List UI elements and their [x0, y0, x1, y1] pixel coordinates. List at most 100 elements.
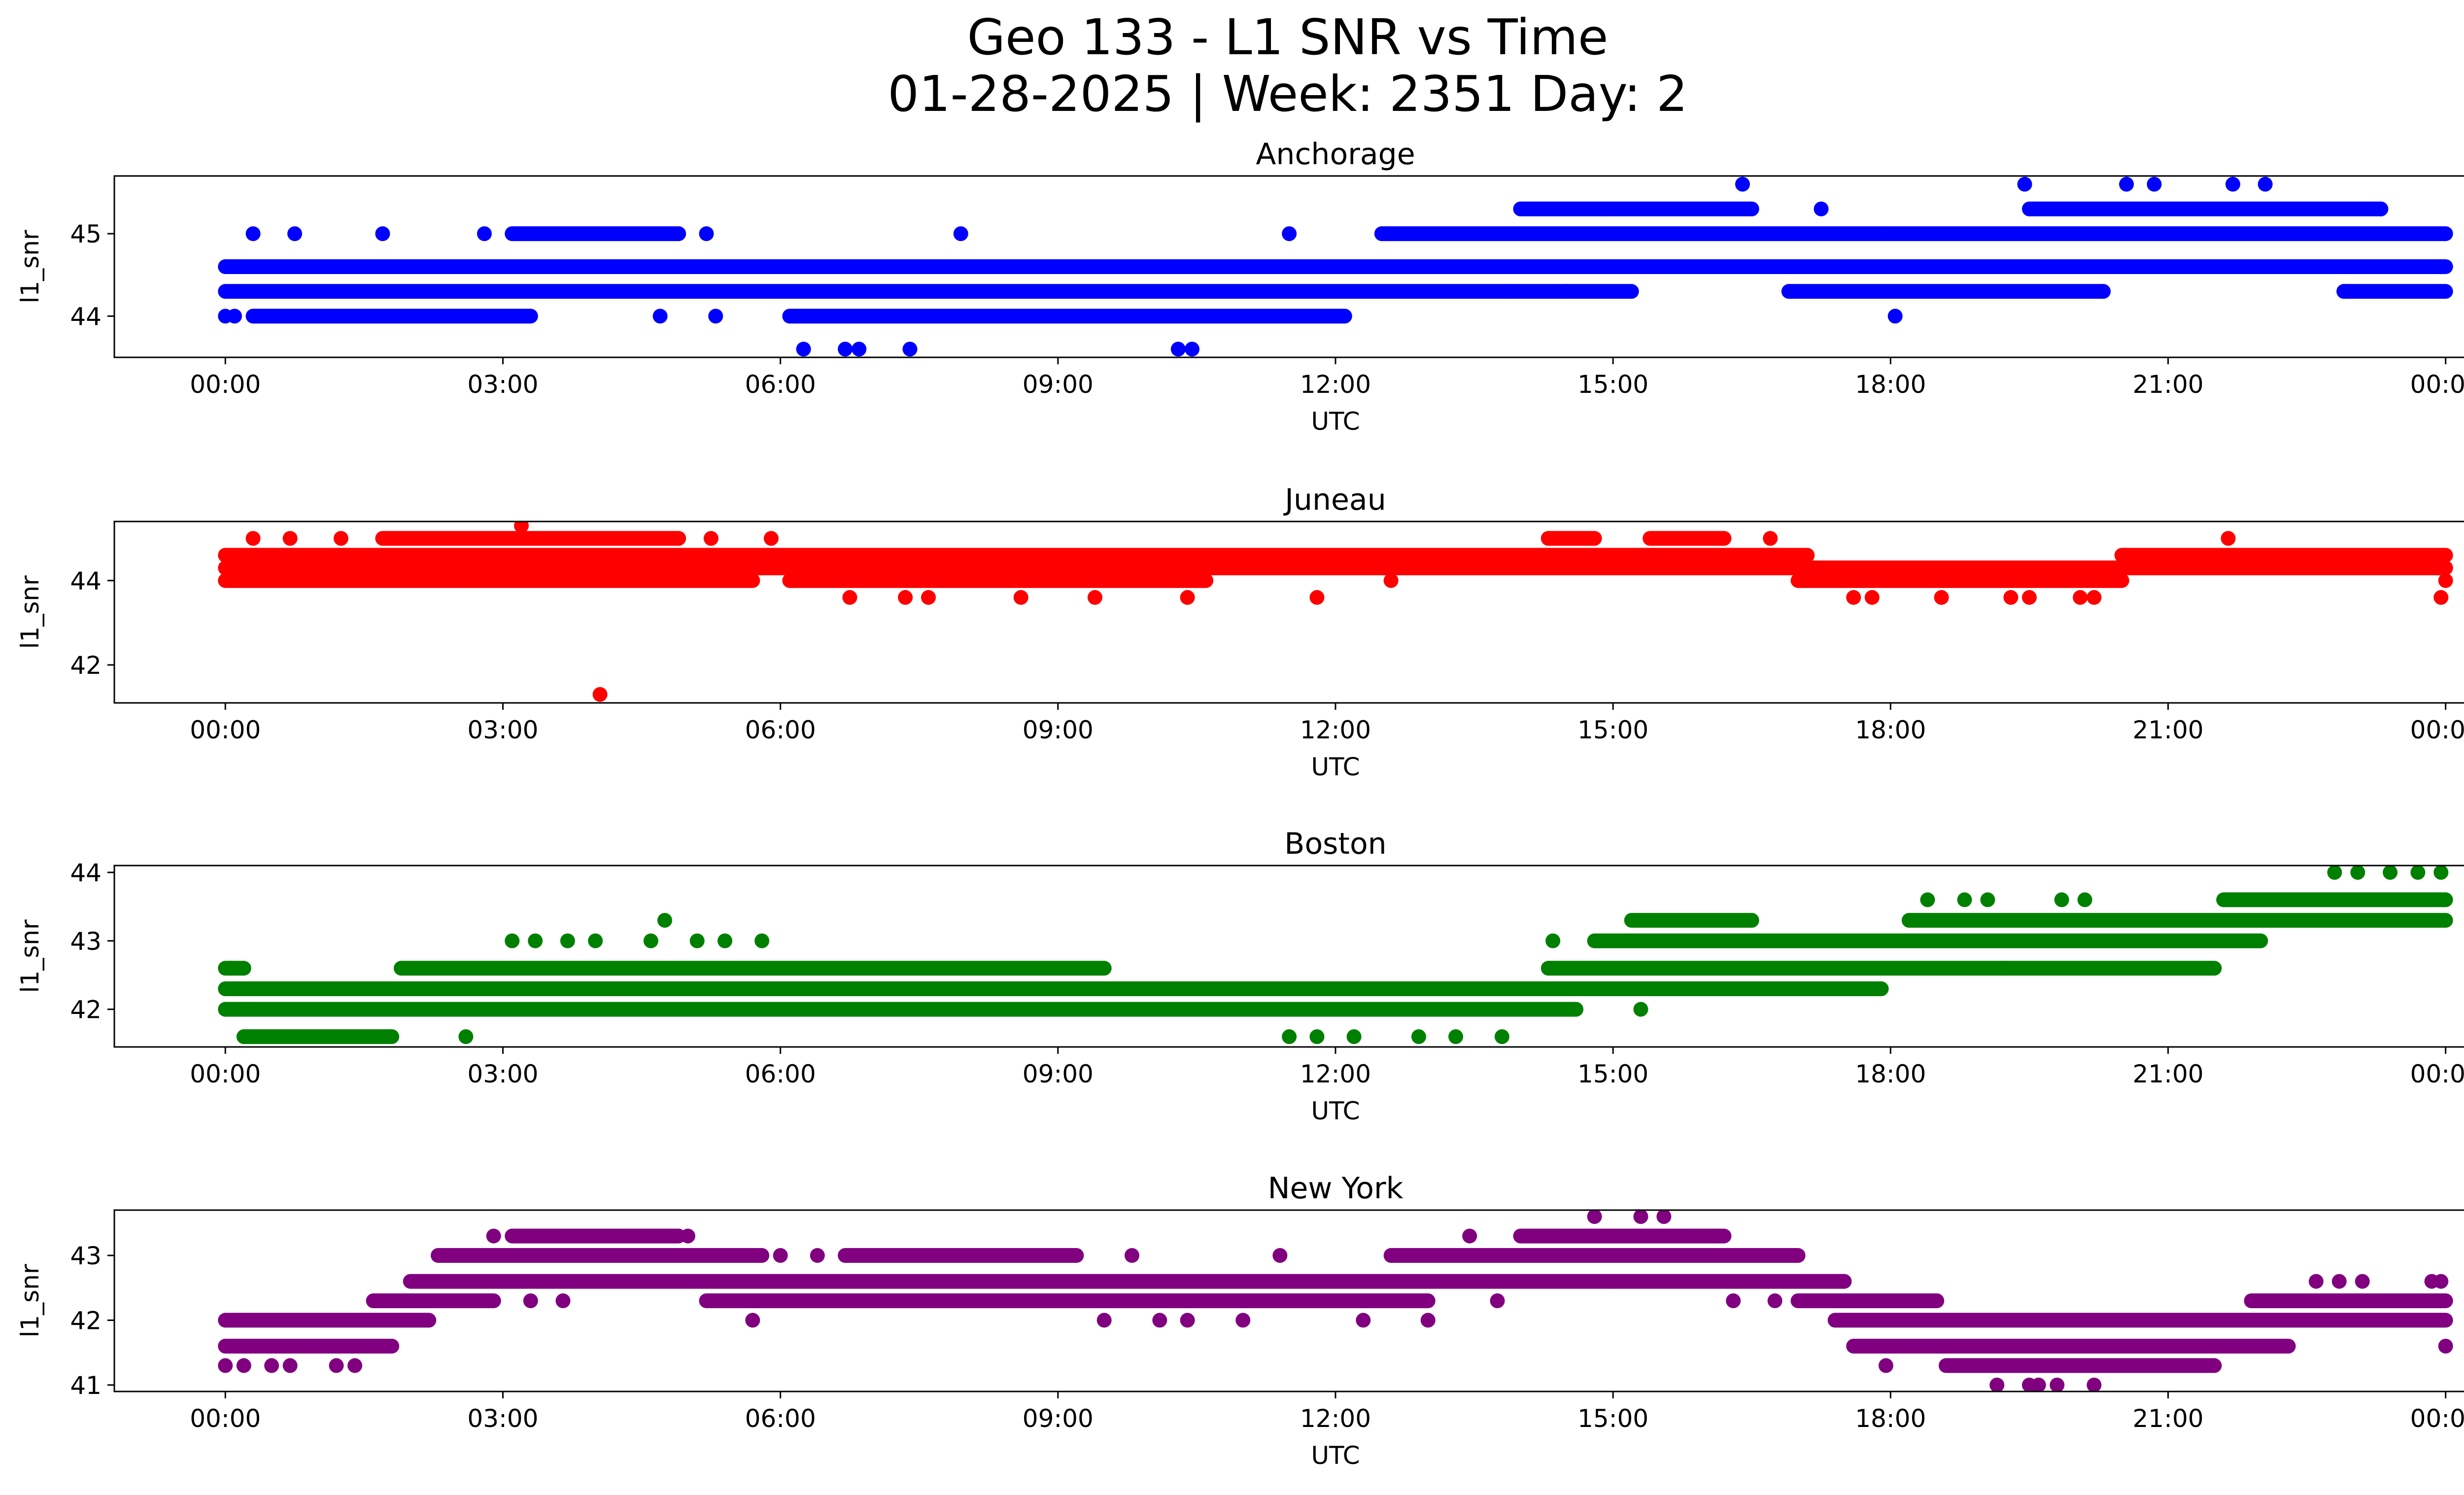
- series-boston: [218, 866, 2453, 1044]
- data-point-new-york-8: [555, 1293, 571, 1308]
- data-point-new-york-30: [1878, 1358, 1893, 1373]
- y-tick-label-boston-2: 44: [70, 859, 102, 887]
- x-tick-label-boston-0: 00:00: [190, 1060, 261, 1088]
- data-point-boston-20: [1957, 892, 1972, 907]
- axes-frame-boston: [113, 865, 2464, 1048]
- data-point-new-york-27: [1606, 1274, 1621, 1289]
- data-point-new-york-7: [523, 1293, 538, 1308]
- panel-juneau: Juneau 00:00 03:00 06:00 09:00 12:00 15:00 18:0…: [16, 483, 2464, 781]
- y-tick-label-boston-1: 43: [70, 927, 102, 956]
- data-point-juneau-5: [703, 531, 719, 546]
- x-tick-label-new-york-7: 21:00: [2132, 1404, 2203, 1433]
- data-point-new-york-9: [680, 1228, 695, 1244]
- data-point-boston-7: [657, 913, 672, 928]
- data-point-anchorage-14: [902, 342, 918, 357]
- data-point-new-york-6: [486, 1228, 501, 1244]
- data-point-boston-21: [1980, 892, 1995, 907]
- data-point-anchorage-24: [2258, 176, 2273, 192]
- panel-boston: Boston 00:00 03:00 06:00 09:00 12:00 15:00 18:0…: [16, 827, 2464, 1125]
- data-point-new-york-38: [2355, 1274, 2370, 1289]
- x-tick-label-juneau-0: 00:00: [190, 716, 261, 744]
- x-tick-label-anchorage-7: 21:00: [2132, 370, 2203, 399]
- data-point-boston-24: [2077, 892, 2092, 907]
- data-point-anchorage-23: [2225, 176, 2240, 192]
- data-point-juneau-11: [1087, 590, 1102, 605]
- data-point-new-york-5: [347, 1358, 363, 1373]
- data-point-boston-22: [1994, 961, 2009, 976]
- data-point-new-york-24: [1587, 1210, 1602, 1224]
- x-tick-label-juneau-4: 12:00: [1300, 716, 1371, 744]
- x-tick-label-anchorage-0: 00:00: [190, 370, 261, 399]
- data-point-boston-3: [560, 933, 575, 948]
- y-axis-label-new-york: l1_snr: [16, 1264, 44, 1337]
- data-point-new-york-21: [1420, 1313, 1436, 1328]
- data-point-juneau-6: [763, 531, 779, 546]
- y-tick-label-anchorage-1: 45: [70, 220, 102, 248]
- data-point-new-york-34: [2050, 1377, 2065, 1391]
- data-point-juneau-2: [245, 531, 261, 546]
- panel-anchorage: Anchorage 00:00 03:00 06:00 09:00 12:00 15:00 1…: [16, 137, 2464, 436]
- data-point-anchorage-16: [1185, 342, 1200, 357]
- x-tick-label-boston-7: 21:00: [2132, 1060, 2203, 1088]
- data-point-anchorage-1: [227, 309, 242, 324]
- x-tick-label-boston-8: 00:00: [2410, 1060, 2464, 1088]
- x-axis-label-juneau: UTC: [1311, 753, 1360, 781]
- series-new-york: [218, 1210, 2453, 1391]
- data-point-anchorage-29: [1504, 284, 1519, 299]
- x-tick-label-anchorage-4: 12:00: [1300, 370, 1371, 399]
- data-point-new-york-28: [1726, 1293, 1741, 1308]
- data-point-juneau-10: [1013, 590, 1028, 605]
- data-point-juneau-26: [468, 573, 483, 588]
- data-point-boston-12: [1309, 1029, 1325, 1044]
- data-point-boston-0: [458, 1029, 474, 1044]
- data-point-boston-8: [689, 933, 705, 948]
- x-tick-label-juneau-1: 03:00: [467, 716, 538, 744]
- data-point-anchorage-27: [1559, 284, 1574, 299]
- x-tick-label-juneau-7: 21:00: [2132, 716, 2203, 744]
- data-point-boston-9: [718, 933, 732, 948]
- data-point-new-york-35: [2087, 1377, 2102, 1391]
- data-point-anchorage-20: [2017, 176, 2032, 192]
- data-point-boston-17: [1545, 933, 1561, 948]
- x-tick-label-new-york-1: 03:00: [467, 1404, 538, 1433]
- data-point-new-york-22: [1462, 1228, 1477, 1244]
- data-point-juneau-9: [921, 590, 936, 605]
- data-point-juneau-21: [2073, 590, 2088, 605]
- data-point-boston-14: [1411, 1029, 1426, 1044]
- figure-title-line-2: 01-28-2025 | Week: 2351 Day: 2: [888, 65, 1688, 123]
- data-point-juneau-3: [282, 531, 298, 546]
- x-tick-label-boston-1: 03:00: [467, 1060, 538, 1088]
- data-point-new-york-23: [1490, 1293, 1505, 1308]
- y-tick-label-new-york-0: 41: [70, 1371, 102, 1400]
- data-point-anchorage-11: [796, 342, 811, 357]
- y-axis-label-juneau: l1_snr: [16, 575, 44, 649]
- x-tick-label-boston-4: 12:00: [1300, 1060, 1371, 1088]
- data-point-juneau-15: [1763, 531, 1778, 546]
- x-tick-label-new-york-8: 00:00: [2410, 1404, 2464, 1433]
- y-tick-label-juneau-0: 42: [70, 651, 102, 680]
- x-tick-label-new-york-0: 00:00: [190, 1404, 261, 1433]
- data-point-juneau-19: [2003, 590, 2019, 605]
- data-point-new-york-10: [708, 1248, 723, 1263]
- panel-title-anchorage: Anchorage: [1256, 137, 1415, 172]
- data-point-new-york-40: [2433, 1274, 2449, 1289]
- data-point-boston-26: [2350, 866, 2365, 880]
- data-point-boston-6: [643, 933, 658, 948]
- x-axis-label-boston: UTC: [1311, 1097, 1360, 1125]
- data-point-new-york-15: [1125, 1248, 1139, 1263]
- data-point-anchorage-3: [287, 226, 303, 242]
- data-point-new-york-29: [1767, 1293, 1782, 1308]
- y-tick-label-new-york-2: 43: [70, 1242, 102, 1270]
- data-point-anchorage-13: [852, 342, 867, 357]
- data-point-new-york-19: [1272, 1248, 1288, 1263]
- data-point-boston-1: [505, 933, 520, 948]
- data-point-juneau-0: [514, 522, 529, 533]
- data-point-boston-18: [1633, 1002, 1648, 1017]
- data-point-juneau-23: [2221, 531, 2236, 546]
- data-point-juneau-4: [333, 531, 348, 546]
- data-point-anchorage-6: [699, 226, 714, 242]
- data-point-juneau-1: [592, 687, 608, 702]
- data-point-new-york-4: [329, 1358, 344, 1373]
- data-point-boston-19: [1920, 892, 1935, 907]
- x-tick-label-new-york-4: 12:00: [1300, 1404, 1371, 1433]
